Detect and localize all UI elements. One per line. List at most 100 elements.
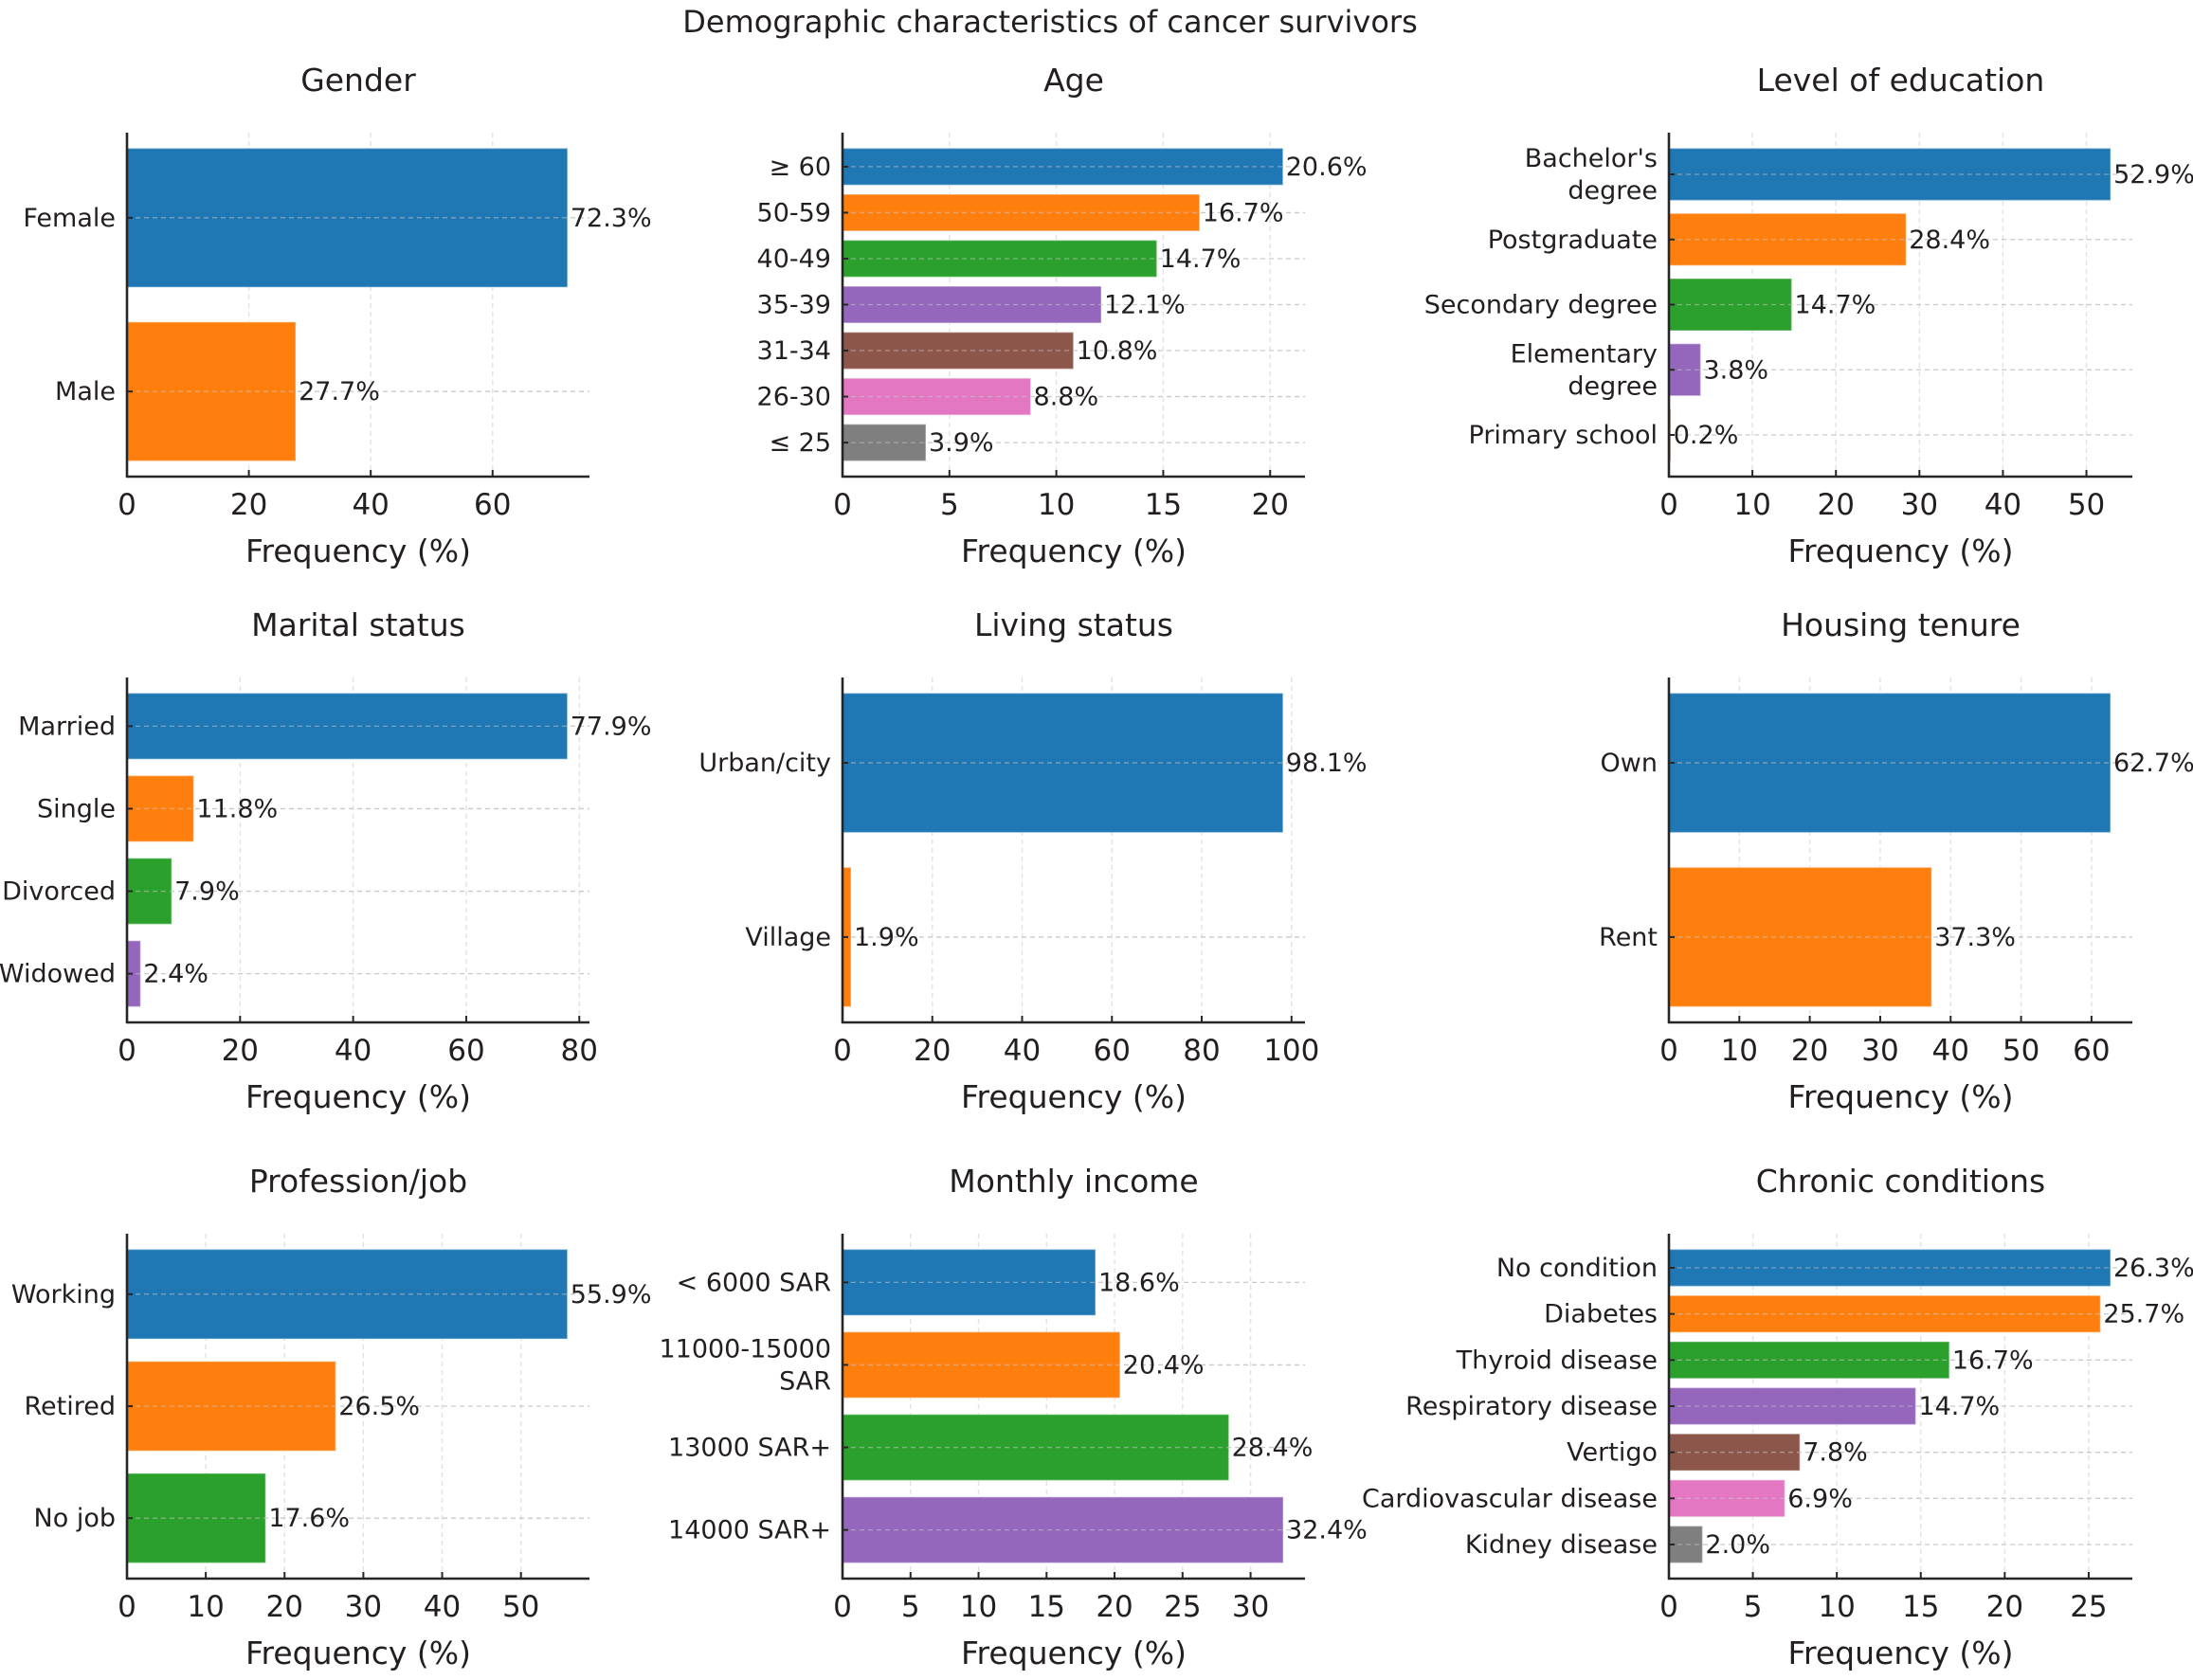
x-tick-label: 0	[833, 1034, 852, 1068]
subplot-title: Marital status	[251, 606, 465, 643]
x-tick-label: 5	[1744, 1590, 1763, 1624]
y-tick-label: SAR	[779, 1366, 831, 1396]
bar-age-1	[842, 193, 1201, 232]
x-tick-label: 5	[901, 1590, 920, 1624]
y-tick-label: Respiratory disease	[1405, 1392, 1658, 1421]
x-tick-label: 15	[1902, 1590, 1939, 1624]
value-label: 72.3%	[571, 204, 652, 233]
value-label: 20.6%	[1286, 153, 1368, 182]
x-tick-label: 10	[1721, 1034, 1758, 1068]
x-tick-label: 20	[1817, 488, 1854, 522]
y-tick-label: No condition	[1496, 1254, 1658, 1283]
value-label: 98.1%	[1286, 749, 1368, 778]
value-label: 0.2%	[1674, 421, 1739, 450]
value-label: 12.1%	[1104, 291, 1186, 320]
value-label: 10.8%	[1077, 336, 1158, 366]
x-tick-label: 60	[2073, 1034, 2110, 1068]
x-axis-label: Frequency (%)	[961, 1635, 1187, 1671]
subplot-education: Level of education 52.9% 28.4% 14.7% 3.8% 0.2…	[1424, 62, 2193, 569]
x-axis-label: Frequency (%)	[961, 1078, 1187, 1115]
y-tick-label: 31-34	[757, 336, 831, 366]
subplot-title: Housing tenure	[1781, 606, 2021, 643]
x-tick-label: 20	[1251, 488, 1288, 522]
subplot-title: Chronic conditions	[1756, 1163, 2045, 1200]
y-tick-label: 13000 SAR+	[668, 1434, 831, 1463]
value-label: 3.9%	[929, 428, 994, 458]
value-label: 11.8%	[196, 794, 278, 823]
x-tick-label: 0	[1659, 1034, 1678, 1068]
value-label: 27.7%	[299, 377, 380, 406]
x-tick-label: 80	[1183, 1034, 1220, 1068]
x-tick-label: 0	[833, 488, 852, 522]
y-tick-label: Male	[55, 377, 116, 406]
x-axis-label: Frequency (%)	[1787, 1078, 2013, 1115]
y-tick-label: Kidney disease	[1465, 1530, 1658, 1560]
y-tick-label: Rent	[1599, 923, 1658, 952]
x-tick-label: 20	[914, 1034, 951, 1068]
x-tick-label: 0	[118, 488, 136, 522]
x-axis-label: Frequency (%)	[245, 533, 471, 569]
value-label: 2.4%	[143, 960, 208, 989]
y-tick-label: No job	[34, 1504, 116, 1533]
y-tick-label: Female	[23, 204, 116, 233]
value-label: 7.8%	[1803, 1438, 1868, 1468]
y-tick-label: Cardiovascular disease	[1362, 1484, 1658, 1513]
subplot-income: Monthly income 18.6% 20.4% 28.4% 32.4% < 6000…	[659, 1163, 1367, 1671]
x-tick-label: 40	[335, 1034, 372, 1068]
x-tick-label: 15	[1145, 488, 1182, 522]
x-tick-label: 20	[222, 1034, 259, 1068]
x-tick-label: 10	[187, 1590, 224, 1624]
y-tick-label: Diabetes	[1544, 1300, 1658, 1329]
y-tick-label: 35-39	[757, 291, 831, 320]
x-tick-label: 20	[1986, 1590, 2023, 1624]
value-label: 26.3%	[2113, 1254, 2193, 1283]
x-tick-label: 0	[1659, 488, 1678, 522]
x-axis-label: Frequency (%)	[245, 1078, 471, 1115]
x-axis-label: Frequency (%)	[1787, 533, 2013, 569]
value-label: 16.7%	[1952, 1346, 2034, 1375]
y-tick-label: Thyroid disease	[1456, 1346, 1658, 1375]
subplot-living: Living status 98.1% 1.9% Urban/city Village 0…	[698, 606, 1367, 1115]
subplot-age: Age 20.6%16.7% 14.7% 12.1% 10.8% 8.8% 3.9% ≥ 60…	[757, 62, 1368, 569]
subplot-title: Age	[1043, 62, 1104, 99]
value-label: 17.6%	[268, 1504, 350, 1533]
value-label: 6.9%	[1787, 1484, 1853, 1513]
x-tick-label: 0	[118, 1034, 136, 1068]
value-label: 62.7%	[2113, 749, 2193, 778]
subplot-grid: Gender 72.3% 27.7% Female Male 0 20 40 60 Frequen…	[0, 62, 2193, 1671]
subplot-marital: Marital status 77.9% 11.8% 7.9% 2.4% Married S…	[0, 606, 652, 1115]
bar-income-0	[842, 1248, 1096, 1316]
x-tick-label: 60	[447, 1034, 484, 1068]
subplot-title: Monthly income	[949, 1163, 1198, 1200]
x-tick-label: 10	[1038, 488, 1075, 522]
x-tick-label: 25	[1164, 1590, 1201, 1624]
subplot-title: Gender	[300, 62, 416, 99]
subplot-title: Level of education	[1757, 62, 2045, 99]
value-label: 28.4%	[1232, 1434, 1314, 1463]
y-tick-label: Divorced	[2, 877, 116, 907]
y-tick-label: Married	[18, 712, 116, 741]
value-label: 8.8%	[1034, 383, 1099, 412]
y-tick-label: 50-59	[757, 198, 831, 227]
subplot-housing: Housing tenure 62.7% 37.3% Own Rent 0 10 20 30 40…	[1599, 606, 2193, 1115]
x-tick-label: 25	[2070, 1590, 2107, 1624]
x-tick-label: 40	[1932, 1034, 1969, 1068]
x-tick-label: 80	[561, 1034, 598, 1068]
x-tick-label: 20	[266, 1590, 303, 1624]
subplot-chronic: Chronic conditions 26.3% 25.7% 16.7% 14.7% 7.…	[1362, 1163, 2193, 1671]
y-tick-label: Bachelor's	[1525, 144, 1658, 173]
x-tick-label: 0	[833, 1590, 852, 1624]
y-tick-label: ≥ 60	[769, 153, 831, 182]
y-tick-label: Village	[745, 923, 831, 952]
y-tick-label: degree	[1568, 371, 1658, 401]
y-tick-label: Working	[11, 1280, 116, 1310]
x-tick-label: 10	[960, 1590, 997, 1624]
x-axis-label: Frequency (%)	[961, 533, 1187, 569]
value-label: 14.7%	[1160, 244, 1241, 274]
x-tick-label: 40	[352, 488, 389, 522]
y-tick-label: Postgraduate	[1488, 226, 1658, 255]
x-tick-label: 50	[2003, 1034, 2039, 1068]
value-label: 32.4%	[1286, 1516, 1368, 1545]
x-tick-label: 40	[1985, 488, 2021, 522]
x-tick-label: 30	[1901, 488, 1938, 522]
